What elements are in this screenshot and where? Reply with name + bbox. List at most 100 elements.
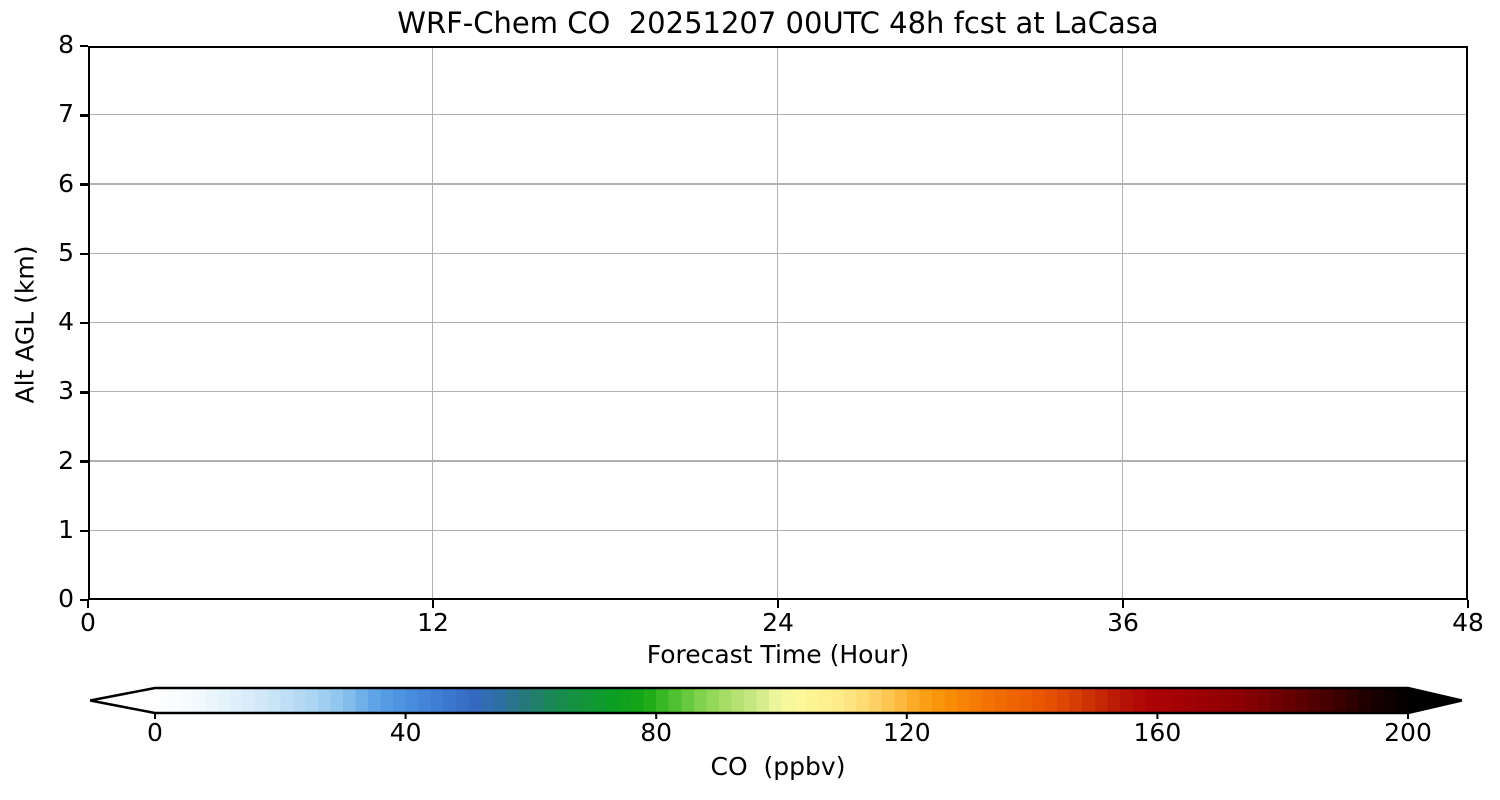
colorbar-segment (1194, 688, 1209, 713)
y-tick-mark (80, 391, 88, 394)
colorbar-segment (455, 688, 469, 713)
colorbar-tick-label: 80 (640, 718, 673, 747)
colorbar-outline (90, 686, 1462, 715)
colorbar-segment (1245, 688, 1259, 713)
colorbar-segment (430, 688, 444, 713)
colorbar-segment (956, 688, 971, 713)
colorbar-segment (1220, 688, 1234, 713)
x-tick-mark (86, 600, 90, 608)
colorbar-segment (355, 688, 369, 713)
colorbar-segment (230, 688, 244, 713)
colorbar-segment (756, 688, 770, 713)
colorbar-segment (317, 688, 332, 713)
y-axis-label: Alt AGL (km) (10, 245, 40, 404)
colorbar-tick-label: 120 (882, 718, 931, 747)
colorbar-segment (743, 688, 758, 713)
colorbar-segment (167, 688, 181, 713)
colorbar-segment (1395, 688, 1409, 713)
colorbar-segment (255, 688, 269, 713)
colorbar-segment (205, 688, 219, 713)
colorbar-segment (1144, 688, 1158, 713)
colorbar-segment (969, 688, 983, 713)
gridline-horizontal (90, 391, 1466, 393)
gridline-horizontal (90, 252, 1466, 254)
colorbar-segment (994, 688, 1008, 713)
y-tick-mark (80, 598, 88, 602)
colorbar-segment (1044, 688, 1058, 713)
y-tick-mark (80, 460, 88, 463)
colorbar-segment (1307, 688, 1321, 713)
colorbar-segment (1382, 688, 1397, 713)
colorbar-segment (706, 688, 720, 713)
colorbar-segment (1032, 688, 1046, 713)
colorbar-segment (919, 688, 933, 713)
gridline-horizontal (90, 460, 1466, 462)
colorbar-segment (1157, 688, 1171, 713)
colorbar-tick-label: 40 (389, 718, 422, 747)
colorbar-segment (568, 688, 582, 713)
colorbar-segment (806, 688, 820, 713)
colorbar-segment (931, 688, 945, 713)
x-tick-mark (431, 600, 435, 608)
x-tick-mark (1121, 600, 1125, 608)
colorbar-segment (831, 688, 845, 713)
colorbar-segment (1332, 688, 1346, 713)
colorbar-segment (718, 688, 732, 713)
colorbar-segment (468, 688, 482, 713)
colorbar-segment (1069, 688, 1083, 713)
colorbar-segment (856, 688, 870, 713)
colorbar-segment (1107, 688, 1121, 713)
colorbar-segment (418, 688, 432, 713)
colorbar-segment (1295, 688, 1309, 713)
colorbar-segment (543, 688, 557, 713)
colorbar-segment (894, 688, 908, 713)
colorbar-segment (380, 688, 394, 713)
colorbar-segment (305, 688, 319, 713)
y-tick-mark (80, 529, 88, 532)
colorbar-segment (330, 688, 344, 713)
colorbar-segment (606, 688, 620, 713)
x-tick-label: 48 (1452, 608, 1484, 637)
colorbar-segment (1182, 688, 1196, 713)
y-tick-label: 6 (58, 168, 74, 198)
colorbar-segment (505, 688, 519, 713)
colorbar-segment (768, 688, 783, 713)
colorbar-segment (1082, 688, 1096, 713)
colorbar-segment (217, 688, 231, 713)
colorbar-segment (593, 688, 607, 713)
plot-area (88, 46, 1468, 600)
colorbar-segment (1132, 688, 1146, 713)
colorbar-segment (393, 688, 407, 713)
colorbar-segment (1370, 688, 1384, 713)
colorbar-segment (906, 688, 920, 713)
colorbar-segment (794, 688, 808, 713)
colorbar-segment (981, 688, 996, 713)
colorbar-segment (844, 688, 858, 713)
colorbar-label: CO (ppbv) (710, 752, 846, 781)
y-tick-mark (80, 183, 88, 186)
colorbar-segment (555, 688, 570, 713)
x-tick-label: 24 (762, 608, 794, 637)
gridline-horizontal (90, 529, 1466, 531)
colorbar-segment (518, 688, 532, 713)
gridline-horizontal (90, 321, 1466, 324)
gridline-horizontal (90, 114, 1466, 116)
colorbar-tick-label: 200 (1384, 718, 1432, 747)
x-axis-label: Forecast Time (Hour) (646, 640, 910, 669)
colorbar-segment (944, 688, 958, 713)
colorbar-segment (618, 688, 632, 713)
colorbar-segment (1345, 688, 1359, 713)
y-tick-label: 1 (58, 514, 74, 544)
colorbar-segment (693, 688, 707, 713)
chart-title: WRF-Chem CO 20251207 00UTC 48h fcst at L… (397, 6, 1159, 40)
colorbar-segment (656, 688, 670, 713)
colorbar-segment (1257, 688, 1271, 713)
colorbar-segment (280, 688, 294, 713)
colorbar-segment (1057, 688, 1071, 713)
colorbar-under-arrow (90, 688, 155, 713)
colorbar-segment (1007, 688, 1021, 713)
colorbar-segment (1357, 688, 1372, 713)
colorbar-segment (342, 688, 357, 713)
gridline-horizontal (90, 183, 1466, 185)
